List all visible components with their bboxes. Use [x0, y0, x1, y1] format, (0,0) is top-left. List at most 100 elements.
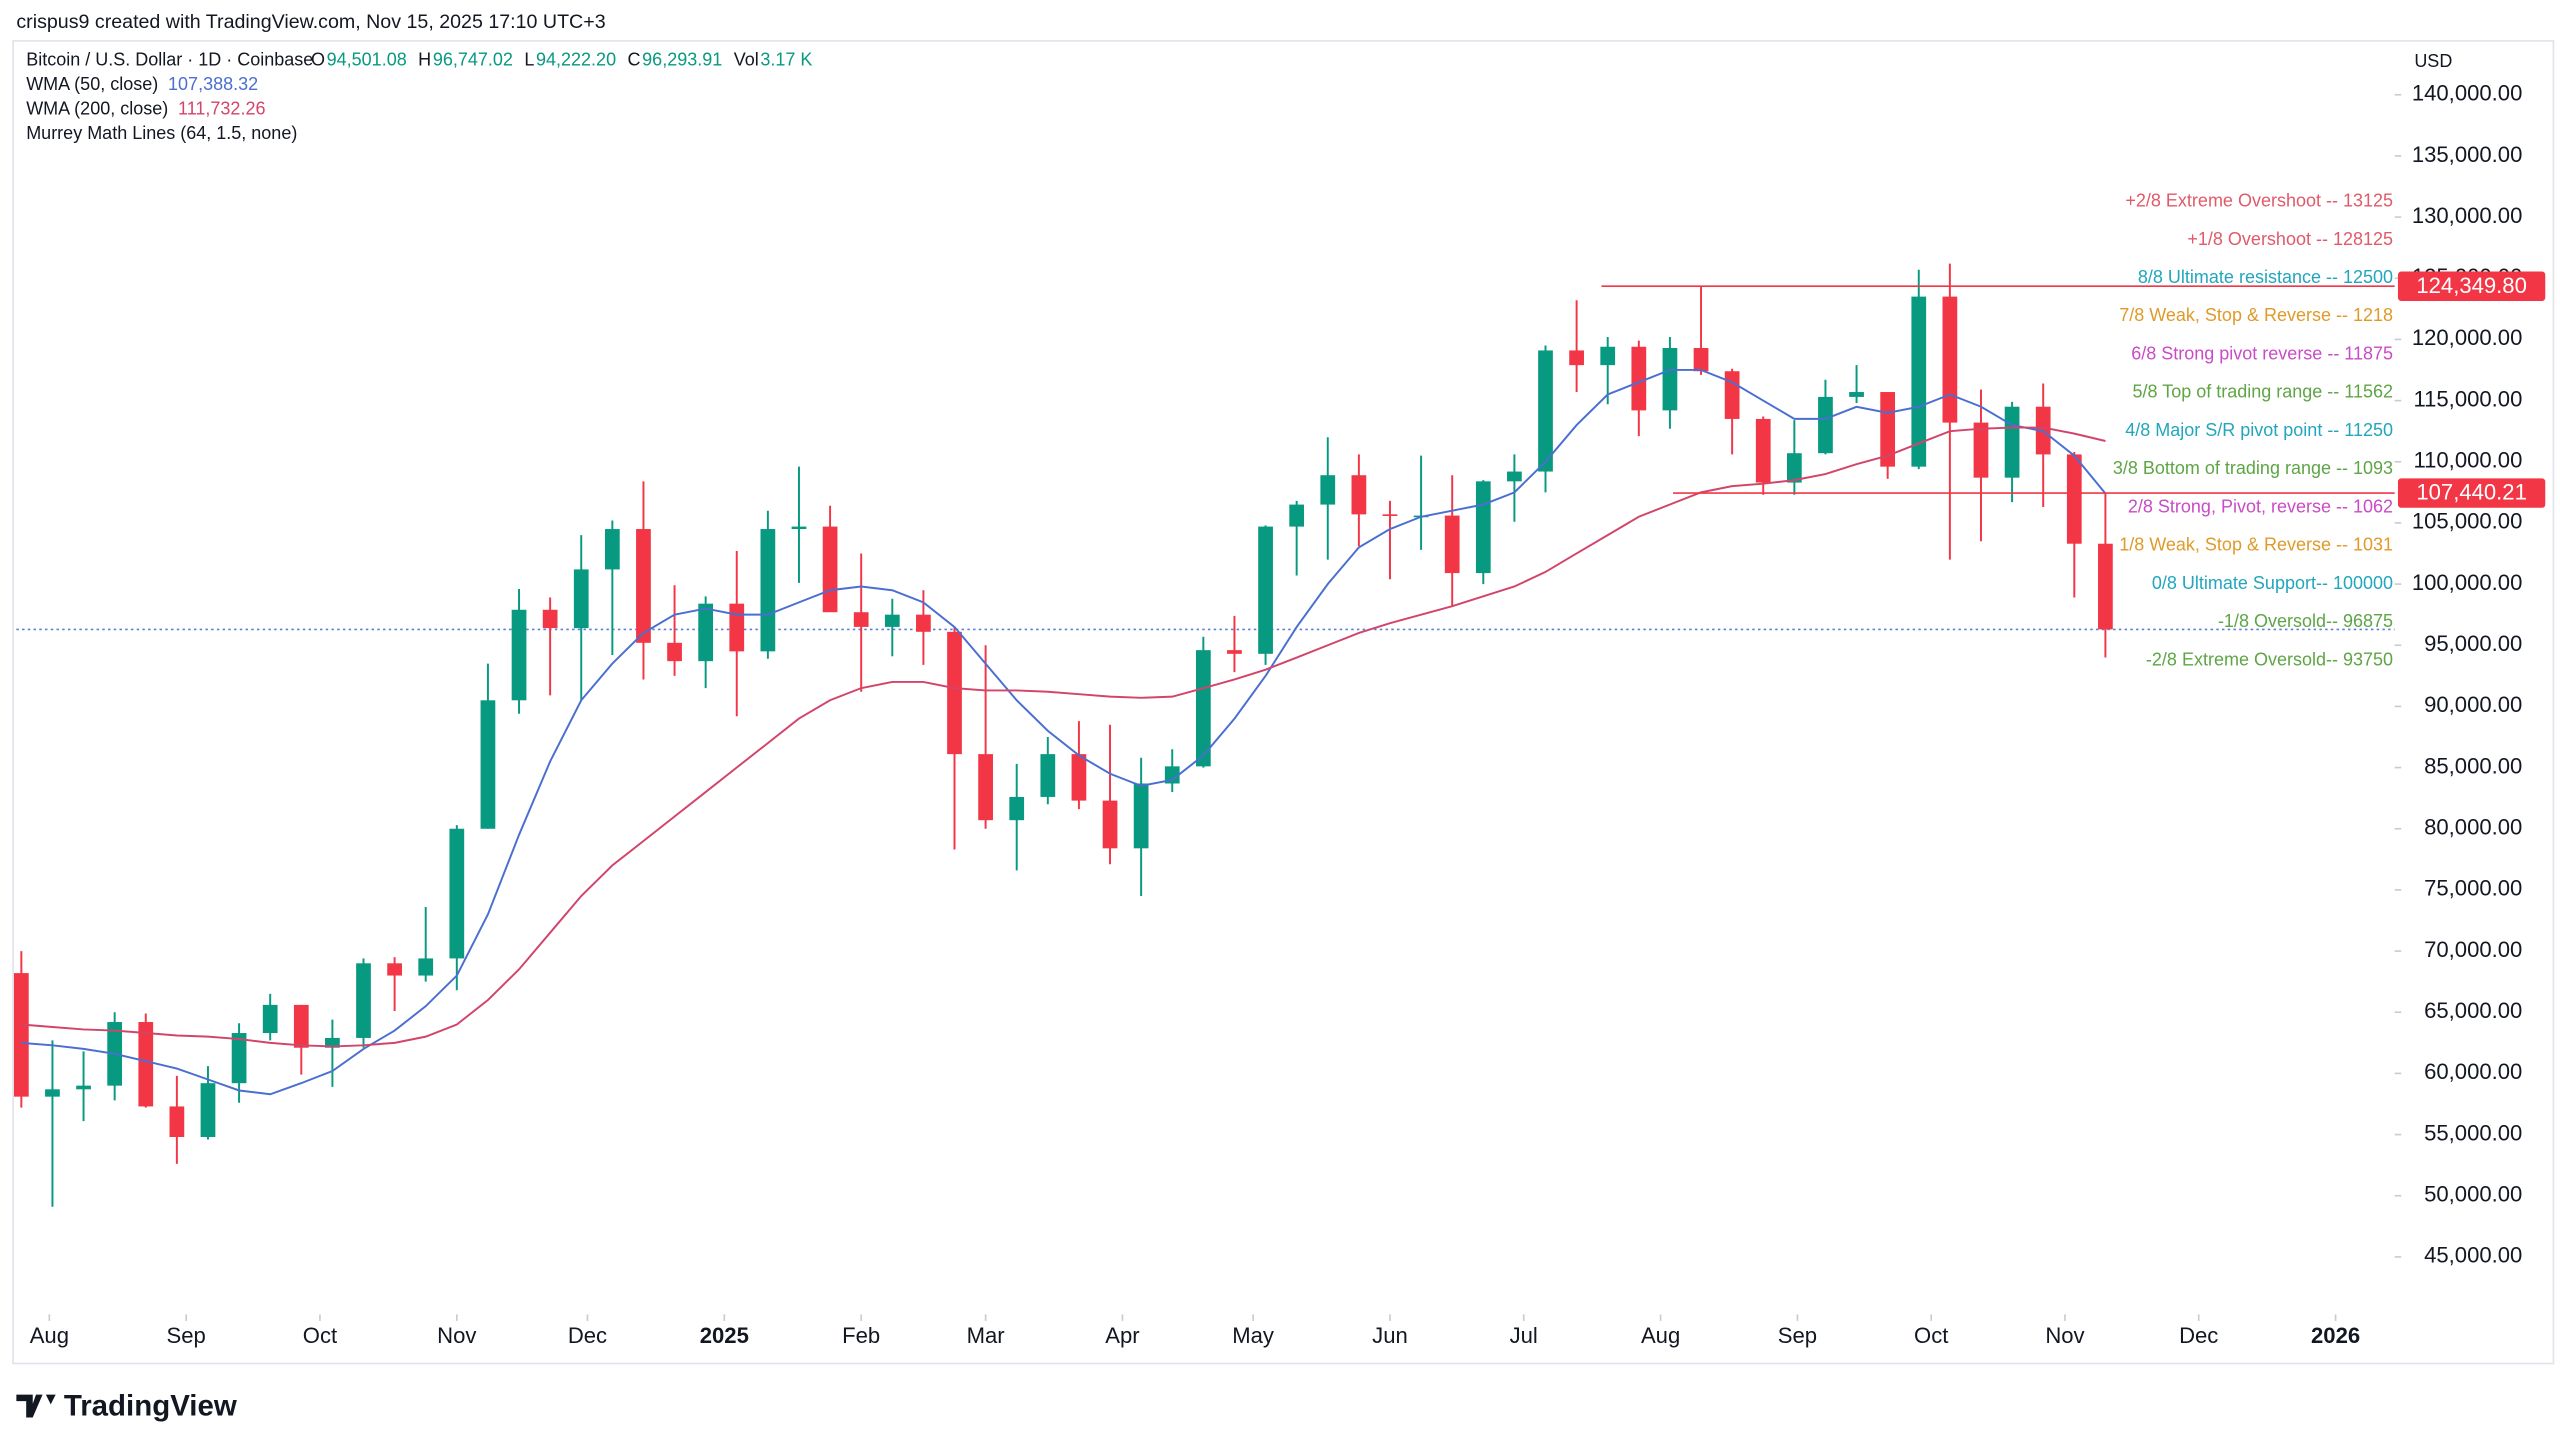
ohlc-value: 94,222.20 [536, 49, 616, 69]
murrey-label: +1/8 Overshoot -- 128125 [2187, 229, 2393, 249]
candle-body [916, 614, 931, 632]
candle-body [1600, 346, 1616, 366]
candle-body [1195, 650, 1211, 767]
candle-body [1786, 453, 1802, 483]
symbol: Bitcoin / U.S. Dollar · 1D · Coinbase [26, 49, 313, 69]
ohlc-key: H [418, 49, 431, 69]
candle-body [822, 526, 838, 613]
murrey-label: 1/8 Weak, Stop & Reverse -- 1031 [2119, 535, 2393, 555]
murrey-label: 8/8 Ultimate resistance -- 12500 [2138, 267, 2393, 287]
candle-body [698, 603, 714, 662]
y-tick-label: 65,000.00 [2424, 998, 2522, 1023]
murrey-label: 0/8 Ultimate Support-- 100000 [2152, 573, 2393, 593]
x-tick-label: Mar [967, 1323, 1005, 1348]
ohlc-value: 96,747.02 [433, 49, 513, 69]
ohlc-key: C [628, 49, 641, 69]
legend-value: 111,732.26 [178, 98, 265, 118]
murrey-label: -2/8 Extreme Oversold-- 93750 [2146, 649, 2393, 669]
candle-body [853, 612, 869, 627]
legend-name: WMA (200, close) [26, 98, 168, 118]
ohlc-key: Vol [734, 49, 759, 69]
logo-icon [16, 1394, 56, 1418]
candle-body [1569, 350, 1584, 366]
candle-body [1911, 296, 1927, 467]
candle-body [1071, 754, 1087, 801]
candle-body [293, 1004, 309, 1048]
y-tick-label: 70,000.00 [2424, 937, 2522, 962]
x-tick-label: May [1232, 1323, 1274, 1348]
price-badge [2397, 271, 2546, 301]
y-tick-label: 135,000.00 [2412, 142, 2523, 167]
candle-body [262, 1004, 278, 1034]
candle-body [978, 754, 993, 821]
candle-body [1258, 526, 1273, 654]
chart-frame [12, 40, 2555, 1365]
x-tick-label: Dec [2179, 1323, 2218, 1348]
candle-body [480, 700, 496, 829]
ohlc-key: L [524, 49, 534, 69]
candle-body [2098, 543, 2113, 630]
murrey-label: 2/8 Strong, Pivot, reverse -- 1062 [2128, 496, 2393, 516]
murrey-label: 7/8 Weak, Stop & Reverse -- 1218 [2119, 305, 2393, 325]
candle-body [1351, 475, 1367, 515]
y-tick-label: 55,000.00 [2424, 1120, 2522, 1145]
murrey-label: 3/8 Bottom of trading range -- 1093 [2113, 458, 2393, 478]
y-tick-label: 110,000.00 [2413, 448, 2522, 473]
candle-body [1382, 514, 1398, 516]
y-tick-label: 130,000.00 [2412, 203, 2523, 228]
x-tick-label: Jul [1510, 1323, 1538, 1348]
candle-body [760, 529, 776, 652]
candle-body [169, 1106, 185, 1138]
legend-name: WMA (50, close) [26, 74, 158, 94]
candle-body [449, 828, 465, 959]
candle-body [1164, 766, 1180, 784]
candle-body [1880, 392, 1896, 467]
y-tick-label: 60,000.00 [2424, 1059, 2522, 1084]
candle-body [45, 1089, 60, 1097]
candle-body [1507, 471, 1522, 482]
candle-body [791, 526, 807, 530]
candle-body [1849, 392, 1864, 397]
y-tick-label: 75,000.00 [2424, 876, 2522, 901]
candle-body [667, 642, 682, 662]
logo: TradingView [16, 1389, 237, 1422]
y-tick-label: 120,000.00 [2412, 325, 2523, 350]
credit: crispus9 created with TradingView.com, N… [16, 11, 605, 33]
candle-body [200, 1083, 216, 1138]
price-badge-label: 107,440.21 [2416, 480, 2527, 505]
wma-line [21, 426, 2106, 1048]
x-tick-label: 2025 [700, 1323, 749, 1348]
murrey-label: +2/8 Extreme Overshoot -- 13125 [2125, 191, 2393, 211]
x-tick-label: Oct [1914, 1323, 1948, 1348]
x-tick-label: Aug [1641, 1323, 1680, 1348]
candle-body [1040, 754, 1056, 797]
y-tick-label: 45,000.00 [2424, 1243, 2522, 1268]
candle-body [1818, 396, 1833, 454]
y-tick-label: 100,000.00 [2412, 570, 2523, 595]
indicator-label: Murrey Math Lines (64, 1.5, none) [26, 123, 297, 143]
candle-body [1755, 418, 1771, 483]
candle-body [1631, 346, 1647, 411]
candle-body [1009, 796, 1025, 821]
ohlc-value: 3.17 K [760, 49, 812, 69]
candle-body [1724, 371, 1740, 419]
y-tick-label: 115,000.00 [2413, 386, 2522, 411]
y-axis-title: USD [2414, 51, 2452, 71]
y-tick-label: 50,000.00 [2424, 1182, 2522, 1207]
x-tick-label: Dec [568, 1323, 607, 1348]
candle-body [2066, 454, 2082, 544]
ohlc-value: 94,501.08 [327, 49, 407, 69]
candle-body [1444, 515, 1460, 574]
ohlc-value: 96,293.91 [642, 49, 722, 69]
candle-body [1475, 481, 1491, 574]
candle-body [138, 1022, 154, 1107]
candle-body [1102, 800, 1118, 849]
murrey-label: -1/8 Oversold-- 96875 [2218, 611, 2393, 631]
logo-text: TradingView [64, 1389, 237, 1422]
x-tick-label: Oct [303, 1323, 337, 1348]
candle-body [76, 1085, 91, 1090]
candle-body [2004, 406, 2020, 478]
candle-body [356, 963, 371, 1038]
